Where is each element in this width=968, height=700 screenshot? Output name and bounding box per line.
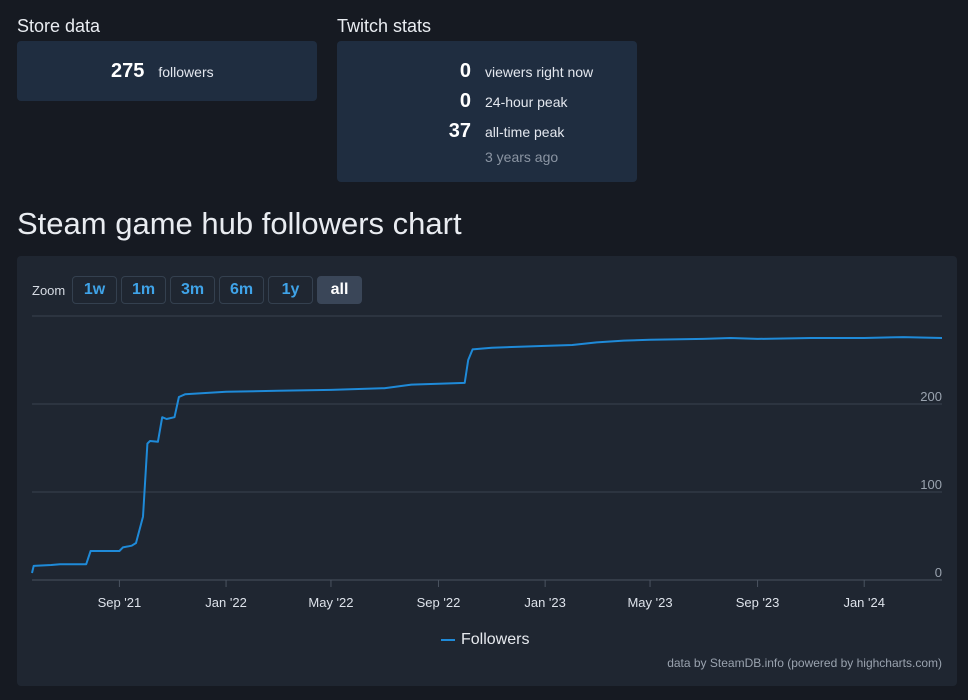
- x-tick-label: Jan '23: [524, 595, 566, 610]
- viewers-value: 0: [459, 60, 471, 82]
- x-tick-label: May '23: [627, 595, 672, 610]
- zoom-button-6m[interactable]: 6m: [219, 276, 264, 304]
- alltime-stat: 37 all-time peak: [417, 120, 565, 143]
- peak24-value: 0: [459, 90, 471, 112]
- x-tick-label: Jan '22: [205, 595, 247, 610]
- y-tick-label: 100: [920, 477, 942, 492]
- zoom-button-3m[interactable]: 3m: [170, 276, 215, 304]
- peak24-stat: 0 24-hour peak: [417, 90, 568, 113]
- followers-chart: 0 100 200 Sep '21 Jan '22 May '22 Sep '22 Jan '…: [31, 315, 943, 610]
- store-data-card: 275 followers: [17, 41, 317, 101]
- alltime-label: all-time peak: [485, 124, 565, 140]
- x-tick-label: May '22: [308, 595, 353, 610]
- legend-label: Followers: [461, 631, 530, 648]
- chart-panel: 0 100 200 Sep '21 Jan '22 May '22 Sep '22 Jan '…: [17, 256, 957, 686]
- viewers-stat: 0 viewers right now: [417, 60, 593, 83]
- followers-stat: 275 followers: [111, 60, 214, 83]
- viewers-label: viewers right now: [485, 64, 594, 80]
- zoom-button-1y[interactable]: 1y: [268, 276, 313, 304]
- zoom-button-all[interactable]: all: [317, 276, 362, 304]
- peak24-label: 24-hour peak: [485, 94, 568, 110]
- chart-title: Steam game hub followers chart: [17, 206, 462, 241]
- chart-credits[interactable]: data by SteamDB.info (powered by highcha…: [667, 656, 942, 670]
- twitch-stats-card: 0 viewers right now 0 24-hour peak 37 al…: [337, 41, 637, 182]
- alltime-value: 37: [448, 120, 471, 142]
- chart-legend[interactable]: Followers: [441, 631, 529, 649]
- twitch-stats-title: Twitch stats: [337, 16, 432, 36]
- store-data-title: Store data: [17, 16, 101, 36]
- x-tick-label: Sep '23: [736, 595, 780, 610]
- series-line-followers: [31, 336, 943, 574]
- followers-value: 275: [111, 60, 145, 82]
- alltime-when: 3 years ago: [485, 149, 559, 165]
- zoom-button-1m[interactable]: 1m: [121, 276, 166, 304]
- followers-label: followers: [158, 64, 214, 80]
- x-tick-label: Sep '21: [98, 595, 142, 610]
- y-tick-label: 200: [920, 389, 942, 404]
- zoom-label: Zoom: [32, 283, 66, 298]
- legend-line-swatch: [441, 639, 455, 641]
- x-tick-label: Jan '24: [843, 595, 885, 610]
- zoom-button-1w[interactable]: 1w: [72, 276, 117, 304]
- x-tick-label: Sep '22: [417, 595, 461, 610]
- y-tick-label: 0: [935, 565, 942, 580]
